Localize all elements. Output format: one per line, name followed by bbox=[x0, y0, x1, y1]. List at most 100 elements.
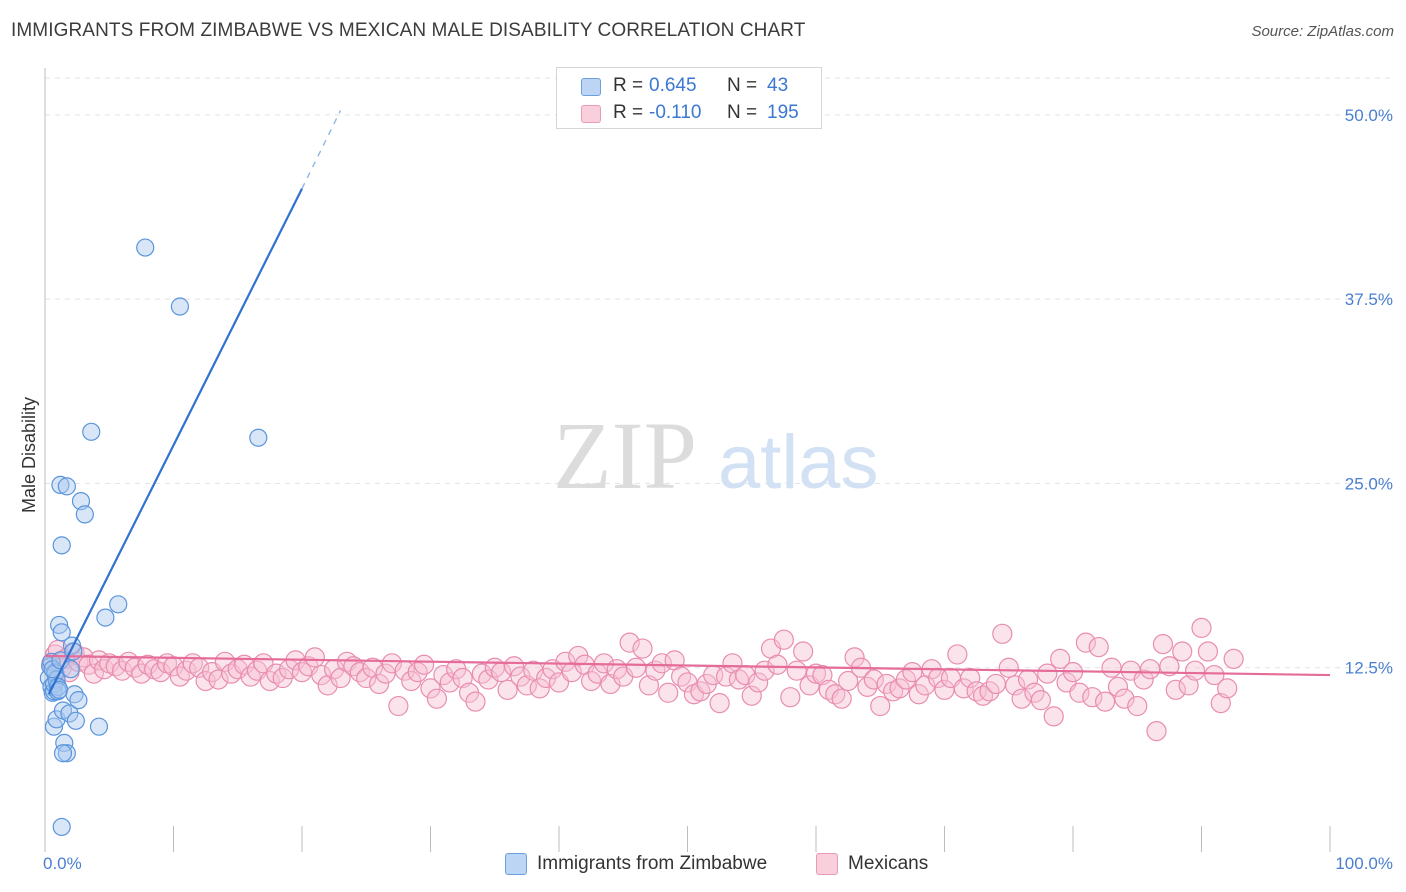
mexicans-point bbox=[83, 663, 104, 684]
y-tick-label: 12.5% bbox=[1345, 659, 1393, 678]
zipatlas-watermark: ZIP atlas bbox=[553, 402, 879, 509]
mexicans-point bbox=[741, 685, 762, 706]
legend-r-value: -0.110 bbox=[649, 102, 702, 123]
mexicans-point bbox=[214, 651, 235, 672]
mexicans-point bbox=[1172, 641, 1193, 662]
mexicans-point bbox=[1197, 641, 1219, 662]
zimbabwe-point bbox=[75, 505, 94, 524]
mexicans-point bbox=[1178, 675, 1199, 696]
zimbabwe-trend-extension bbox=[301, 110, 342, 189]
mexicans-point bbox=[240, 666, 261, 687]
mexicans-point bbox=[1133, 669, 1154, 690]
zimbabwe-point bbox=[109, 595, 128, 614]
legend-row-zimbabwe: R = 0.645 N = 43 bbox=[557, 73, 823, 101]
mexicans-point bbox=[632, 638, 653, 659]
mexicans-point bbox=[1165, 679, 1186, 700]
mexicans-point bbox=[1114, 688, 1135, 709]
mexicans-point bbox=[356, 667, 377, 689]
mexicans-point bbox=[413, 654, 435, 675]
mexicans-point bbox=[555, 651, 576, 672]
axes bbox=[44, 68, 1331, 852]
mexicans-point bbox=[863, 669, 884, 690]
x-tick-label: 0.0% bbox=[43, 854, 82, 873]
mexicans-point bbox=[420, 678, 441, 699]
mexicans-point bbox=[638, 675, 660, 696]
mexicans-point bbox=[670, 666, 692, 687]
mexicans-points bbox=[41, 617, 1244, 742]
tick-labels: 12.5% 25.0% 37.5% 50.0% 0.0% 100.0% bbox=[43, 106, 1393, 873]
mexicans-point bbox=[478, 669, 499, 690]
mexicans-point bbox=[375, 663, 396, 684]
mexicans-point bbox=[388, 695, 409, 717]
mexicans-point bbox=[465, 691, 486, 712]
mexicans-point bbox=[311, 664, 332, 686]
correlation-legend: R = 0.645 N = 43 R = -0.110 N = 195 bbox=[556, 67, 822, 129]
mexicans-point bbox=[1043, 706, 1064, 727]
mexicans-point bbox=[529, 678, 550, 699]
mexicans-point bbox=[1204, 664, 1225, 686]
mexicans-point bbox=[1075, 632, 1096, 653]
mexicans-point bbox=[998, 657, 1019, 678]
mexicans-point bbox=[773, 629, 794, 650]
zimbabwe-point bbox=[57, 477, 76, 496]
mexicans-point bbox=[1005, 675, 1026, 696]
mexicans-point bbox=[426, 688, 448, 709]
zimbabwe-point bbox=[66, 711, 85, 730]
mexicans-point bbox=[1139, 659, 1161, 680]
mexicans-point bbox=[619, 632, 640, 653]
zimbabwe-point bbox=[89, 717, 109, 736]
y-tick-label: 37.5% bbox=[1345, 290, 1393, 309]
mexicans-point bbox=[1223, 648, 1244, 669]
mexicans-point bbox=[838, 670, 859, 692]
mexicans-point bbox=[1088, 636, 1109, 658]
zimbabwe-point bbox=[42, 652, 61, 671]
mexicans-point bbox=[291, 662, 313, 683]
y-tick-label: 25.0% bbox=[1345, 474, 1393, 493]
mexicans-point bbox=[786, 660, 807, 681]
mexicans-point bbox=[1146, 721, 1167, 742]
bottom-legend-label-zimbabwe: Immigrants from Zimbabwe bbox=[537, 853, 768, 874]
mexicans-point bbox=[1082, 687, 1103, 708]
mexicans-point bbox=[960, 667, 981, 689]
mexicans-point bbox=[651, 653, 672, 674]
mexicans-point bbox=[600, 673, 621, 695]
legend-swatch-mexicans bbox=[581, 105, 601, 123]
zimbabwe-point bbox=[57, 744, 76, 763]
mexicans-point bbox=[1217, 678, 1238, 699]
legend-n-label: N = bbox=[727, 102, 758, 123]
mexicans-point bbox=[658, 682, 679, 703]
mexicans-trend-line bbox=[44, 654, 1331, 677]
zimbabwe-point bbox=[249, 428, 268, 447]
watermark-atlas: atlas bbox=[718, 420, 879, 505]
bottom-legend-swatch-zimbabwe bbox=[505, 853, 527, 875]
mexicans-point bbox=[1101, 657, 1122, 678]
mexicans-point bbox=[767, 654, 788, 675]
mexicans-point bbox=[369, 673, 390, 695]
mexicans-point bbox=[805, 663, 827, 684]
mexicans-point bbox=[709, 692, 730, 714]
legend-r-value: 0.645 bbox=[649, 75, 697, 96]
mexicans-point bbox=[793, 641, 814, 662]
mexicans-point bbox=[748, 672, 769, 693]
zimbabwe-point bbox=[53, 744, 73, 763]
trend-lines bbox=[44, 110, 1331, 695]
mexicans-point bbox=[503, 656, 525, 677]
legend-swatch-zimbabwe bbox=[581, 78, 601, 96]
mexicans-point bbox=[516, 675, 537, 696]
x-tick-label: 100.0% bbox=[1335, 854, 1393, 873]
y-axis-label: Male Disability bbox=[19, 397, 39, 513]
mexicans-point bbox=[304, 647, 325, 668]
bottom-legend-label-mexicans: Mexicans bbox=[848, 853, 929, 874]
mexicans-point bbox=[1191, 617, 1212, 639]
zimbabwe-point bbox=[52, 536, 71, 555]
legend-r-label: R = bbox=[613, 75, 644, 96]
mexicans-point bbox=[169, 666, 191, 687]
mexicans-point bbox=[1050, 648, 1071, 669]
zimbabwe-point bbox=[44, 717, 64, 736]
mexicans-point bbox=[812, 664, 833, 686]
mexicans-point bbox=[992, 623, 1013, 644]
zimbabwe-points bbox=[39, 238, 268, 837]
mexicans-point bbox=[780, 687, 801, 708]
mexicans-point bbox=[439, 672, 460, 693]
